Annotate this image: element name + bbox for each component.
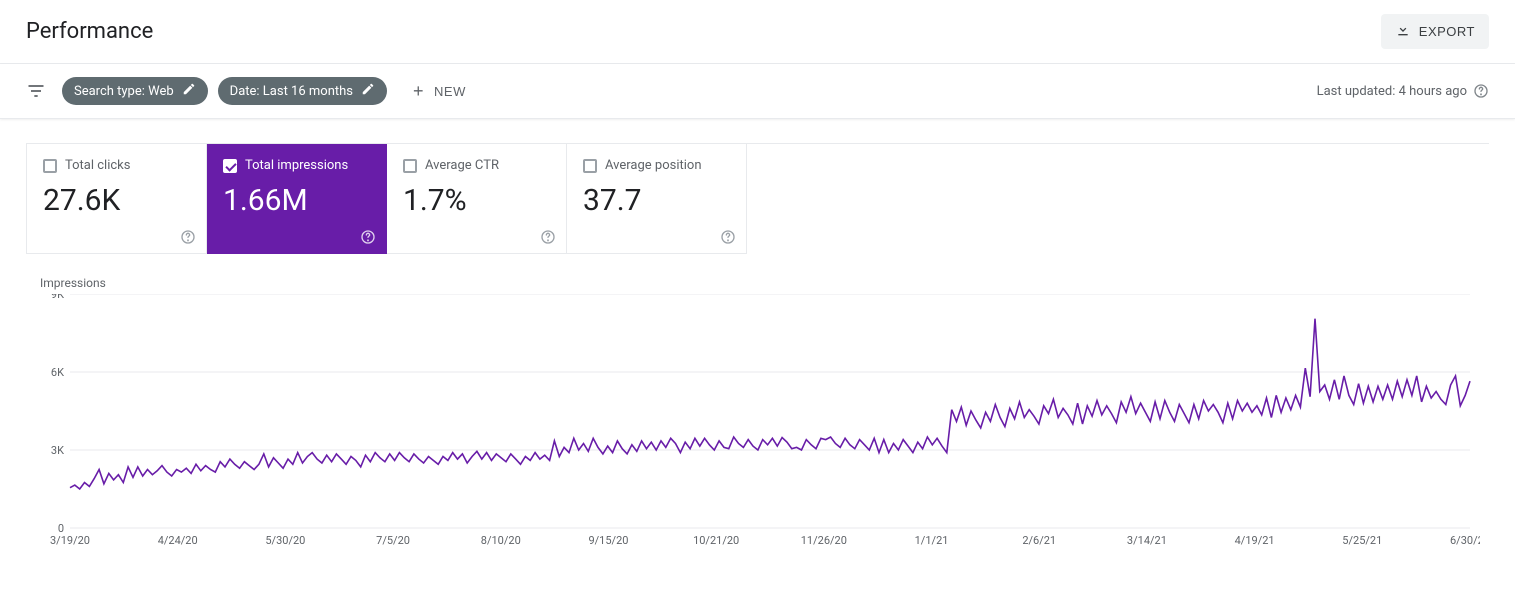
svg-text:4/24/20: 4/24/20 [158, 534, 198, 547]
metric-value: 1.66M [223, 183, 370, 218]
metric-value: 1.7% [403, 183, 550, 218]
new-filter-button[interactable]: + NEW [403, 76, 476, 106]
svg-text:7/5/20: 7/5/20 [376, 534, 410, 547]
page-title: Performance [26, 19, 153, 44]
metric-card-position[interactable]: Average position 37.7 [567, 144, 747, 254]
metric-label: Average position [605, 158, 702, 173]
svg-text:9K: 9K [51, 294, 64, 301]
help-icon[interactable] [720, 229, 736, 245]
svg-text:3K: 3K [51, 444, 64, 457]
last-updated-text: Last updated: 4 hours ago [1317, 84, 1467, 99]
svg-text:6/30/21: 6/30/21 [1450, 534, 1480, 547]
metric-label: Average CTR [425, 158, 499, 173]
chip-date-label: Date: Last 16 months [230, 84, 353, 99]
chip-search-type[interactable]: Search type: Web [62, 77, 208, 105]
svg-text:3/14/21: 3/14/21 [1127, 534, 1167, 547]
metric-card-ctr[interactable]: Average CTR 1.7% [387, 144, 567, 254]
chip-search-type-label: Search type: Web [74, 84, 174, 99]
metric-label: Total impressions [245, 158, 348, 173]
checkbox-icon [403, 159, 417, 173]
svg-text:8/10/20: 8/10/20 [481, 534, 521, 547]
svg-text:5/25/21: 5/25/21 [1342, 534, 1382, 547]
svg-text:4/19/21: 4/19/21 [1235, 534, 1275, 547]
metric-value: 27.6K [43, 183, 190, 218]
download-icon [1395, 22, 1411, 41]
pencil-icon [182, 82, 196, 100]
chart-title: Impressions [40, 276, 1489, 290]
chart-svg: 03K6K9K3/19/204/24/205/30/207/5/208/10/2… [40, 294, 1480, 554]
help-icon[interactable] [360, 229, 376, 245]
plus-icon: + [413, 82, 424, 100]
page-header: Performance EXPORT [0, 0, 1515, 64]
metric-card-clicks[interactable]: Total clicks 27.6K [27, 144, 207, 254]
svg-text:2/6/21: 2/6/21 [1022, 534, 1056, 547]
metric-label: Total clicks [65, 158, 130, 173]
checkbox-icon [223, 159, 237, 173]
svg-text:11/26/20: 11/26/20 [801, 534, 847, 547]
svg-text:9/15/20: 9/15/20 [588, 534, 628, 547]
svg-text:10/21/20: 10/21/20 [693, 534, 739, 547]
last-updated: Last updated: 4 hours ago [1317, 83, 1489, 99]
svg-text:1/1/21: 1/1/21 [915, 534, 949, 547]
svg-text:5/30/20: 5/30/20 [265, 534, 305, 547]
export-button[interactable]: EXPORT [1381, 14, 1489, 49]
pencil-icon [361, 82, 375, 100]
new-filter-label: NEW [434, 84, 466, 99]
checkbox-icon [583, 159, 597, 173]
metric-value: 37.7 [583, 183, 730, 218]
filter-bar: Search type: Web Date: Last 16 months + … [0, 64, 1515, 119]
performance-card: Total clicks 27.6K Total impressions 1.66M A… [0, 119, 1515, 574]
filter-icon[interactable] [26, 81, 46, 101]
metric-card-impressions[interactable]: Total impressions 1.66M [207, 144, 387, 254]
help-icon[interactable] [180, 229, 196, 245]
checkbox-icon [43, 159, 57, 173]
metric-cards: Total clicks 27.6K Total impressions 1.66M A… [26, 143, 1489, 254]
chip-date-range[interactable]: Date: Last 16 months [218, 77, 387, 105]
svg-text:6K: 6K [51, 366, 64, 379]
export-label: EXPORT [1419, 24, 1475, 39]
svg-text:3/19/20: 3/19/20 [50, 534, 90, 547]
impressions-chart: Impressions 03K6K9K3/19/204/24/205/30/20… [26, 276, 1489, 554]
help-icon[interactable] [1473, 83, 1489, 99]
help-icon[interactable] [540, 229, 556, 245]
